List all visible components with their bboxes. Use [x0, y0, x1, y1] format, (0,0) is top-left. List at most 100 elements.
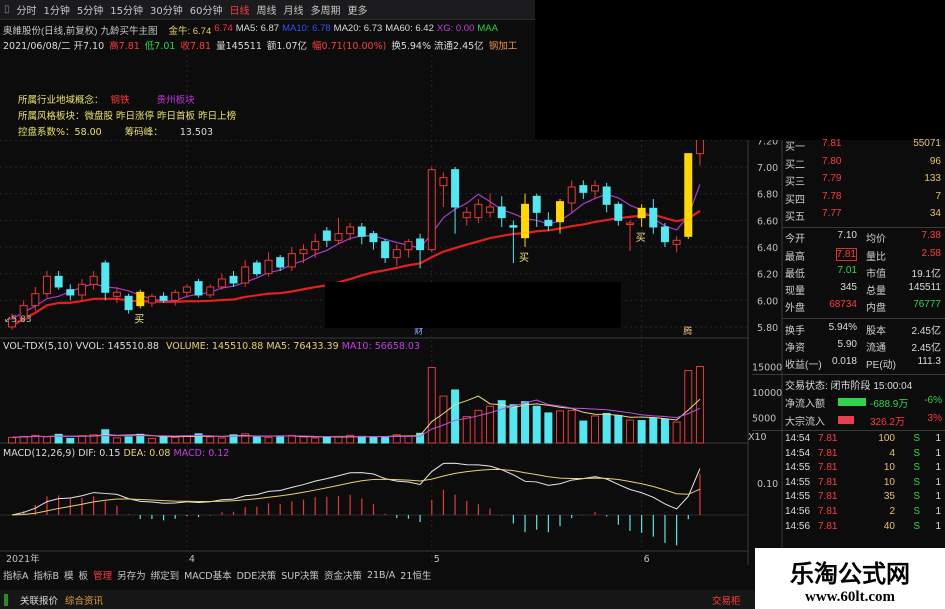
candle[interactable]	[509, 220, 518, 263]
candle[interactable]	[404, 238, 413, 258]
period-tab[interactable]: 5分钟	[76, 6, 104, 17]
volume-bar[interactable]	[194, 433, 203, 444]
volume-bar[interactable]	[54, 433, 63, 444]
volume-bar[interactable]	[171, 436, 180, 444]
period-tab[interactable]: 分时	[16, 6, 37, 17]
volume-bar[interactable]	[695, 366, 704, 444]
volume-bar[interactable]	[614, 414, 623, 444]
indicator-tab[interactable]: 21B/A	[366, 569, 396, 581]
candle[interactable]	[287, 246, 296, 271]
candle[interactable]	[660, 222, 669, 247]
candle[interactable]	[462, 206, 471, 226]
candle[interactable]	[101, 260, 110, 301]
volume-bar[interactable]	[252, 436, 261, 444]
candle[interactable]	[66, 284, 75, 301]
period-tab[interactable]: 1分钟	[43, 6, 70, 17]
period-tab[interactable]: 15分钟	[110, 6, 143, 17]
volume-bar[interactable]	[229, 434, 238, 444]
volume-bar[interactable]	[579, 420, 588, 444]
candle[interactable]	[299, 244, 308, 263]
indicator-tab[interactable]: 21恒生	[400, 571, 432, 582]
period-tab[interactable]: 更多	[347, 6, 368, 17]
volume-bar[interactable]	[42, 436, 51, 444]
period-tab[interactable]: 多周期	[310, 6, 341, 17]
candle[interactable]	[159, 292, 168, 303]
candle[interactable]	[229, 270, 238, 287]
volume-bar[interactable]	[684, 370, 693, 444]
candle[interactable]	[252, 260, 261, 277]
volume-bar[interactable]	[486, 405, 495, 444]
indicator-tab[interactable]: 指标B	[33, 571, 60, 582]
volume-bar[interactable]	[509, 404, 518, 444]
candle[interactable]	[112, 286, 121, 303]
period-tab[interactable]: 周线	[256, 6, 277, 17]
volume-bar[interactable]	[381, 436, 390, 444]
candle[interactable]	[416, 233, 425, 269]
candle[interactable]	[241, 260, 250, 287]
volume-bar[interactable]	[532, 405, 541, 444]
candle[interactable]	[124, 293, 133, 314]
candle[interactable]	[439, 172, 448, 207]
candle[interactable]	[264, 252, 273, 277]
volume-bar[interactable]	[462, 415, 471, 444]
candle[interactable]	[19, 300, 28, 322]
volume-bar[interactable]	[346, 434, 355, 444]
volume-bar[interactable]	[602, 412, 611, 444]
candle[interactable]	[136, 289, 145, 309]
volume-bar[interactable]	[8, 436, 16, 444]
indicator-tab[interactable]: 板	[78, 571, 89, 582]
volume-bar[interactable]	[439, 395, 448, 444]
indicator-tab[interactable]: DDE决策	[236, 571, 277, 582]
candle[interactable]	[147, 293, 156, 307]
candle[interactable]	[684, 153, 693, 239]
candle[interactable]	[556, 198, 565, 234]
volume-bar[interactable]	[311, 437, 320, 444]
candle[interactable]	[649, 198, 658, 234]
candle[interactable]	[89, 270, 98, 290]
volume-bar[interactable]	[264, 436, 273, 444]
volume-bar[interactable]	[474, 409, 483, 444]
indicator-name[interactable]: 九龄买牛主图	[100, 26, 158, 37]
candle[interactable]	[602, 182, 611, 213]
news-tab[interactable]: 综合资讯	[65, 596, 104, 607]
volume-bar[interactable]	[206, 436, 215, 444]
candle[interactable]	[334, 217, 343, 245]
indicator-tab[interactable]: 绑定到	[150, 571, 180, 582]
volume-bar[interactable]	[451, 389, 460, 444]
candle[interactable]	[625, 220, 634, 251]
volume-bar[interactable]	[649, 417, 658, 444]
period-tab[interactable]: 月线	[283, 6, 304, 17]
volume-bar[interactable]	[124, 436, 133, 444]
candle[interactable]	[474, 198, 483, 223]
candle[interactable]	[567, 180, 576, 213]
indicator-tab[interactable]: 另存为	[117, 571, 146, 582]
period-tab[interactable]: 60分钟	[189, 6, 223, 17]
volume-bar[interactable]	[147, 437, 156, 444]
vol-name[interactable]: VOL-TDX(5,10)	[3, 341, 73, 352]
volume-bar[interactable]	[241, 433, 250, 444]
macd-name[interactable]: MACD(12,26,9)	[3, 448, 76, 459]
volume-bar[interactable]	[637, 420, 646, 444]
candle[interactable]	[637, 204, 646, 227]
candle[interactable]	[217, 273, 226, 290]
indicator-tab[interactable]: SUP决策	[281, 571, 319, 582]
volume-bar[interactable]	[31, 434, 40, 444]
volume-bar[interactable]	[77, 435, 86, 444]
candle[interactable]	[544, 212, 553, 231]
candle[interactable]	[369, 230, 378, 250]
volume-bar[interactable]	[497, 400, 506, 444]
volume-bar[interactable]	[591, 415, 599, 444]
linked-quote-tab[interactable]: 关联报价	[20, 596, 59, 607]
volume-bar[interactable]	[521, 401, 530, 444]
candle[interactable]	[521, 193, 530, 247]
candle[interactable]	[77, 278, 86, 301]
candle[interactable]	[672, 236, 681, 253]
candle[interactable]	[427, 167, 436, 253]
candle[interactable]	[54, 270, 63, 290]
candle[interactable]	[579, 180, 588, 199]
volume-bar[interactable]	[287, 434, 296, 444]
volume-bar[interactable]	[416, 432, 425, 444]
candle[interactable]	[614, 201, 623, 226]
volume-bar[interactable]	[66, 437, 75, 444]
indicator-tab[interactable]: 资金决策	[323, 571, 362, 582]
